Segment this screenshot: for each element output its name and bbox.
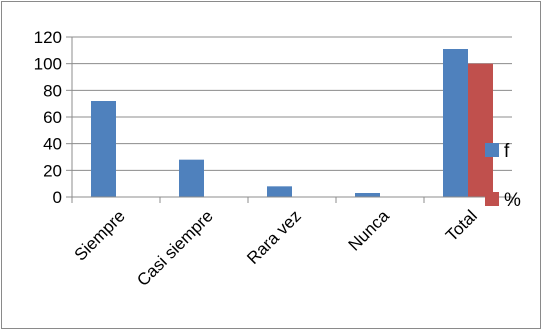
bars <box>91 49 493 197</box>
bar-pct-total <box>468 63 493 197</box>
x-axis-categories: Siempre Casi siempre Rara vez Nunca Total <box>71 206 481 290</box>
y-tick-label: 0 <box>53 188 62 207</box>
x-category-label: Casi siempre <box>133 206 217 290</box>
legend-swatch <box>485 143 499 157</box>
x-category-label: Total <box>442 206 481 245</box>
legend: f% <box>485 141 521 211</box>
y-tick-label: 100 <box>34 55 62 74</box>
y-axis-ticks: 0 20 40 60 80 100 120 <box>34 28 62 207</box>
legend-label: % <box>504 190 521 211</box>
y-tick-label: 40 <box>43 135 62 154</box>
x-category-label: Siempre <box>71 206 129 264</box>
x-category-label: Rara vez <box>243 206 305 268</box>
legend-label: f <box>504 141 510 162</box>
bar-f-casi-siempre <box>179 159 204 197</box>
legend-swatch <box>485 192 499 206</box>
bar-f-siempre <box>91 101 116 197</box>
bar-f-total <box>443 49 468 197</box>
y-tick-label: 60 <box>43 108 62 127</box>
bar-f-nunca <box>355 193 380 197</box>
bar-f-rara-vez <box>267 186 292 197</box>
gridlines <box>72 36 512 171</box>
y-tick-label: 80 <box>43 81 62 100</box>
y-tick-label: 120 <box>34 28 62 47</box>
y-tick-label: 20 <box>43 161 62 180</box>
axes <box>66 36 513 203</box>
x-category-label: Nunca <box>345 206 394 255</box>
